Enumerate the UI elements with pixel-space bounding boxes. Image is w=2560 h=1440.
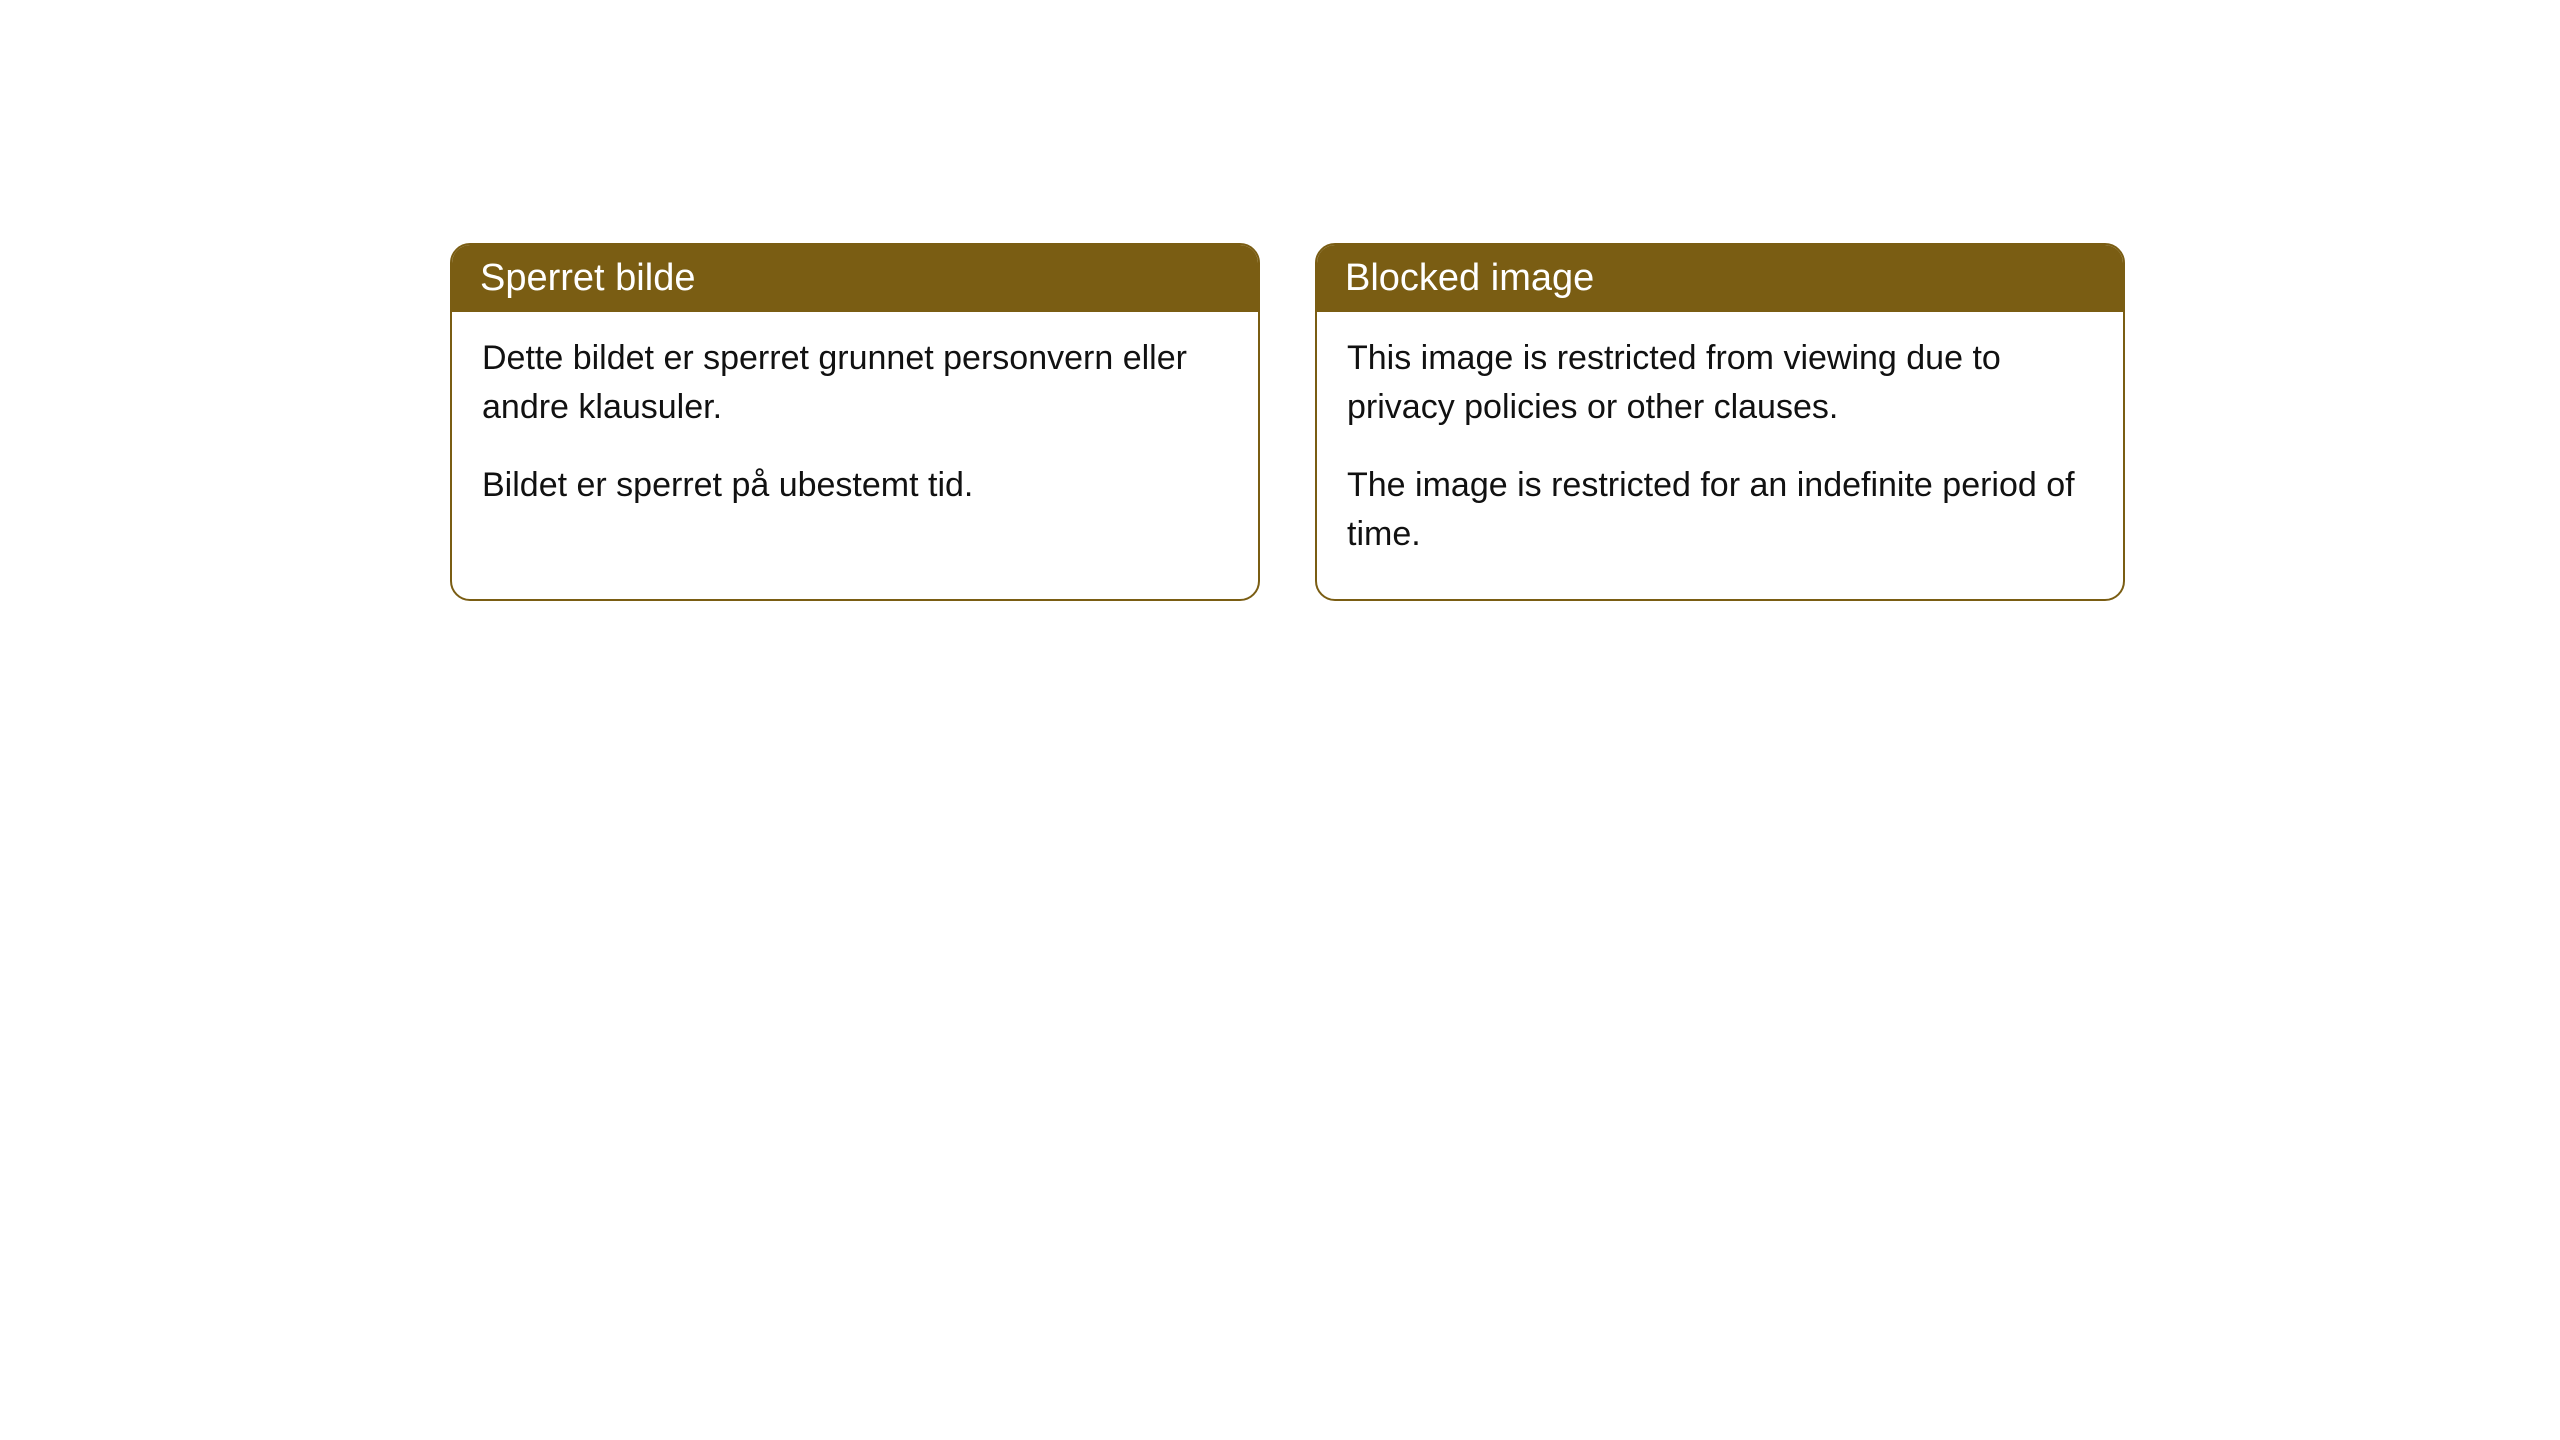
blocked-card-no: Sperret bilde Dette bildet er sperret gr… xyxy=(450,243,1260,601)
cards-container: Sperret bilde Dette bildet er sperret gr… xyxy=(0,0,2560,601)
card-text-en-1: This image is restricted from viewing du… xyxy=(1347,334,2093,433)
card-body-en: This image is restricted from viewing du… xyxy=(1317,312,2123,599)
card-title-no: Sperret bilde xyxy=(480,257,695,299)
blocked-card-en: Blocked image This image is restricted f… xyxy=(1315,243,2125,601)
card-header-en: Blocked image xyxy=(1317,245,2123,312)
card-title-en: Blocked image xyxy=(1345,257,1594,299)
card-text-en-2: The image is restricted for an indefinit… xyxy=(1347,461,2093,560)
card-body-no: Dette bildet er sperret grunnet personve… xyxy=(452,312,1258,550)
card-header-no: Sperret bilde xyxy=(452,245,1258,312)
card-text-no-2: Bildet er sperret på ubestemt tid. xyxy=(482,461,1228,510)
card-text-no-1: Dette bildet er sperret grunnet personve… xyxy=(482,334,1228,433)
